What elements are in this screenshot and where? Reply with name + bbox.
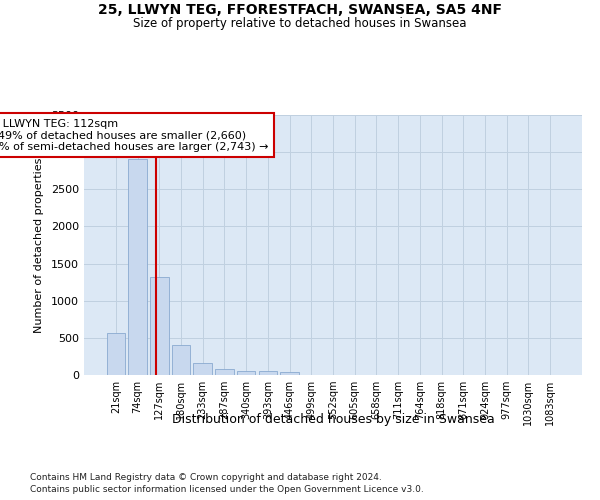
Bar (128, 159, 147, 375)
Bar (237, 371, 256, 375)
Bar (107, 332, 125, 375)
Y-axis label: Number of detached properties: Number of detached properties (34, 158, 44, 332)
Text: Size of property relative to detached houses in Swansea: Size of property relative to detached ho… (133, 18, 467, 30)
Bar (215, 369, 233, 375)
Text: Contains public sector information licensed under the Open Government Licence v3: Contains public sector information licen… (30, 485, 424, 494)
Text: 25, LLWYN TEG, FFORESTFACH, SWANSEA, SA5 4NF: 25, LLWYN TEG, FFORESTFACH, SWANSEA, SA5… (98, 2, 502, 16)
Bar (172, 344, 190, 375)
Bar (280, 372, 299, 375)
Bar (259, 372, 277, 375)
Bar (193, 362, 212, 375)
Bar (150, 277, 169, 375)
Text: 25 LLWYN TEG: 112sqm
← 49% of detached houses are smaller (2,660)
50% of semi-de: 25 LLWYN TEG: 112sqm ← 49% of detached h… (0, 118, 268, 152)
Text: Distribution of detached houses by size in Swansea: Distribution of detached houses by size … (172, 412, 494, 426)
Text: Contains HM Land Registry data © Crown copyright and database right 2024.: Contains HM Land Registry data © Crown c… (30, 472, 382, 482)
